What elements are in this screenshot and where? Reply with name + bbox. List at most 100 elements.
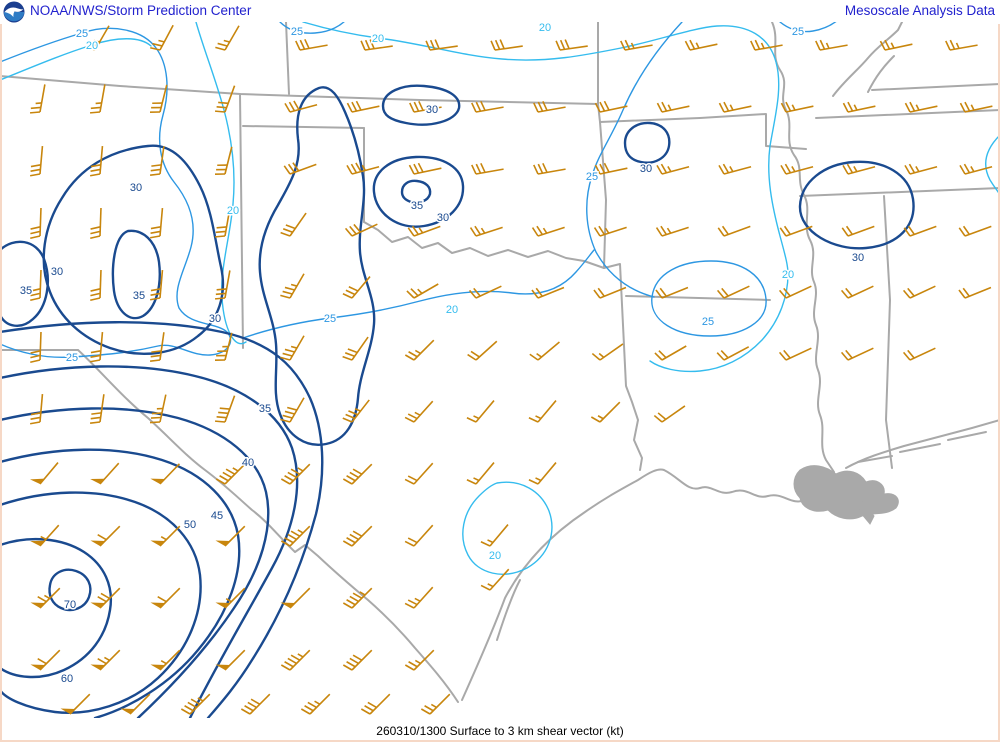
- wind-barb: [471, 101, 504, 113]
- wind-barb: [215, 649, 246, 671]
- wind-barb: [215, 463, 246, 485]
- wind-barb: [280, 335, 305, 361]
- wind-barb: [533, 101, 566, 113]
- wind-barb: [342, 649, 373, 671]
- wind-barb: [150, 24, 174, 51]
- wind-barb: [778, 347, 812, 361]
- wind-barb: [280, 587, 311, 609]
- wind-barb: [591, 343, 624, 361]
- wind-barb: [360, 693, 391, 715]
- page-edge-bottom: [0, 740, 1000, 742]
- wind-barb: [958, 286, 992, 299]
- wind-barb: [902, 285, 936, 299]
- wind-barb: [480, 524, 509, 547]
- wind-barb: [150, 270, 164, 301]
- contour-label: 35: [411, 200, 423, 212]
- wind-barb: [406, 283, 439, 299]
- noaa-logo: [3, 1, 25, 23]
- wind-barb: [342, 525, 373, 547]
- wind-barb: [404, 586, 434, 609]
- wind-barb: [466, 400, 495, 423]
- site-title: NOAA/NWS/Storm Prediction Center: [30, 3, 252, 18]
- wind-barb: [903, 225, 937, 237]
- page-title: Mesoscale Analysis Data: [844, 3, 995, 18]
- wind-barb: [404, 400, 434, 423]
- wind-barb: [342, 336, 369, 361]
- contour-label: 20: [782, 269, 794, 281]
- wind-barb: [841, 225, 875, 237]
- wind-barb: [150, 208, 164, 239]
- wind-barb: [295, 39, 328, 51]
- contour-label: 30: [426, 104, 438, 116]
- wind-barb: [620, 39, 653, 51]
- contour-label: 45: [211, 510, 223, 522]
- wind-barb: [467, 340, 498, 361]
- wind-barb: [344, 223, 378, 237]
- wind-barb: [90, 269, 102, 302]
- wind-barb: [280, 212, 307, 237]
- contour-label: 60: [61, 673, 73, 685]
- wind-barb: [593, 225, 627, 237]
- contour-label: 70: [64, 599, 76, 611]
- wind-barb: [842, 101, 876, 113]
- contour-label: 40: [242, 457, 254, 469]
- wind-barb: [959, 163, 993, 175]
- contour-label: 25: [702, 316, 714, 328]
- wind-barb: [30, 462, 59, 485]
- wind-barb: [945, 39, 978, 51]
- wind-barb: [656, 163, 690, 175]
- wind-barb: [280, 525, 311, 547]
- wind-barb: [346, 100, 380, 113]
- wind-barb: [468, 285, 502, 299]
- contour-label: 20: [489, 550, 501, 562]
- contour-label: 25: [291, 26, 303, 38]
- wind-barb: [300, 693, 331, 715]
- wind-barb: [656, 101, 690, 113]
- contour-label: 35: [259, 403, 271, 415]
- wind-barb: [150, 649, 181, 671]
- wind-barb: [215, 525, 246, 547]
- wind-barb: [90, 146, 104, 177]
- wind-barb: [30, 269, 42, 302]
- wind-barb: [408, 162, 442, 175]
- wind-barb: [30, 207, 42, 240]
- wind-barb: [214, 208, 231, 238]
- state-borders: [0, 22, 1000, 703]
- wind-barb: [716, 346, 750, 361]
- wind-barb: [528, 400, 557, 423]
- wind-barb: [90, 649, 121, 671]
- contour-label: 50: [184, 519, 196, 531]
- contour-label: 20: [539, 22, 551, 34]
- contour-label: 30: [437, 212, 449, 224]
- wind-barb: [214, 85, 236, 113]
- wind-barb: [594, 162, 628, 175]
- contours-30plus-kt: [0, 84, 915, 718]
- wind-barb: [531, 286, 565, 299]
- wind-barb: [89, 84, 106, 114]
- wind-barb: [149, 84, 168, 113]
- wind-barb: [89, 394, 105, 425]
- wind-barb: [529, 341, 560, 361]
- wind-barb: [90, 332, 104, 363]
- wind-barb: [150, 525, 181, 547]
- contour-label: 30: [852, 252, 864, 264]
- wind-barb: [718, 163, 752, 175]
- contour-label: 25: [66, 352, 78, 364]
- wind-barb: [407, 225, 441, 237]
- wind-barb: [342, 463, 373, 485]
- wind-barb: [716, 285, 750, 299]
- page-edge-left: [0, 24, 2, 742]
- wind-barb: [590, 401, 621, 423]
- wind-barb: [480, 568, 510, 591]
- wind-barb: [280, 273, 305, 299]
- wind-barb: [30, 331, 42, 364]
- wind-barb: [90, 207, 102, 240]
- contour-label: 20: [86, 40, 98, 52]
- wind-barb: [90, 525, 121, 547]
- wind-barb: [959, 101, 993, 113]
- wind-barb: [240, 693, 271, 715]
- wind-barb: [718, 101, 752, 113]
- contours-25kt: [0, 22, 837, 359]
- wind-barb: [404, 462, 434, 485]
